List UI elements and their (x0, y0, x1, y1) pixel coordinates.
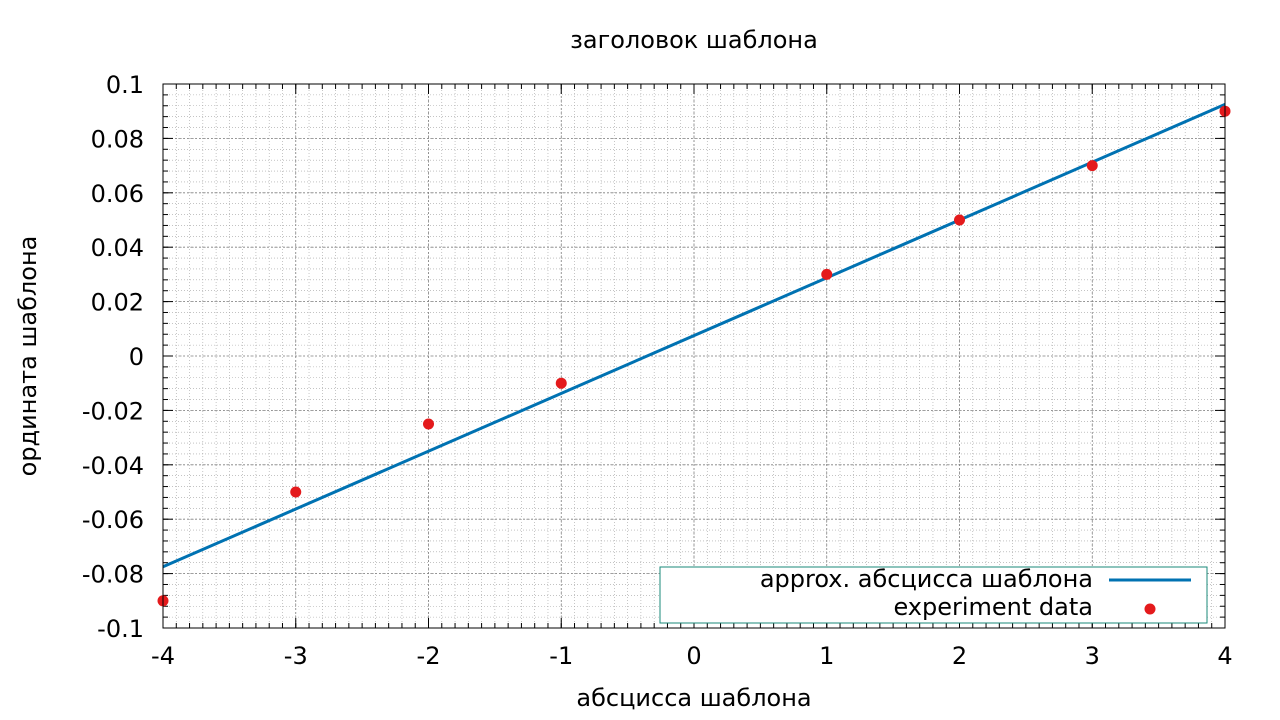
legend-point-sample (1144, 603, 1156, 615)
y-tick-label: 0 (129, 343, 144, 371)
x-tick-label: 1 (819, 642, 834, 670)
x-tick-label: -1 (549, 642, 573, 670)
x-tick-label: 3 (1085, 642, 1100, 670)
y-tick-label: 0.02 (91, 289, 144, 317)
y-tick-label: -0.08 (82, 561, 144, 589)
series-line-approx (162, 103, 1226, 569)
y-tick-label: -0.04 (82, 452, 144, 480)
x-tick-label: -3 (284, 642, 308, 670)
data-point (423, 418, 434, 430)
y-tick-label: 0.06 (91, 180, 144, 208)
data-point (821, 268, 833, 280)
legend-label-points: experiment data (893, 593, 1093, 621)
x-tick-label: 4 (1217, 642, 1232, 670)
legend-label-line: approx. абсцисса шаблона (760, 565, 1093, 593)
data-point (954, 214, 965, 226)
data-point (1086, 160, 1098, 172)
x-tick-label: 0 (686, 642, 701, 670)
y-tick-label: -0.1 (97, 615, 144, 643)
x-tick-label: -4 (151, 642, 175, 670)
plot-frame (162, 83, 1226, 629)
y-axis-label: ордината шаблона (14, 236, 42, 477)
y-tick-label: 0.04 (91, 234, 144, 262)
y-tick-label: 0.1 (106, 71, 144, 99)
data-point (555, 377, 567, 389)
data-point (290, 486, 302, 498)
y-tick-label: -0.02 (82, 397, 144, 425)
legend: approx. абсцисса шаблона experiment data (659, 565, 1208, 624)
y-tick-label: -0.06 (82, 506, 144, 534)
x-axis-label: абсцисса шаблона (576, 684, 811, 712)
y-tick-label: 0.08 (91, 125, 144, 153)
tick-labels: -4 -3 -2 -1 0 1 2 3 4 -0.1 -0.08 -0.06 -0.04 -0.02 0 0.… (82, 71, 1233, 670)
x-tick-label: -2 (417, 642, 441, 670)
legend-box (659, 566, 1208, 624)
chart-title: заголовок шаблона (570, 26, 818, 54)
x-tick-label: 2 (952, 642, 967, 670)
grid (162, 83, 1226, 629)
